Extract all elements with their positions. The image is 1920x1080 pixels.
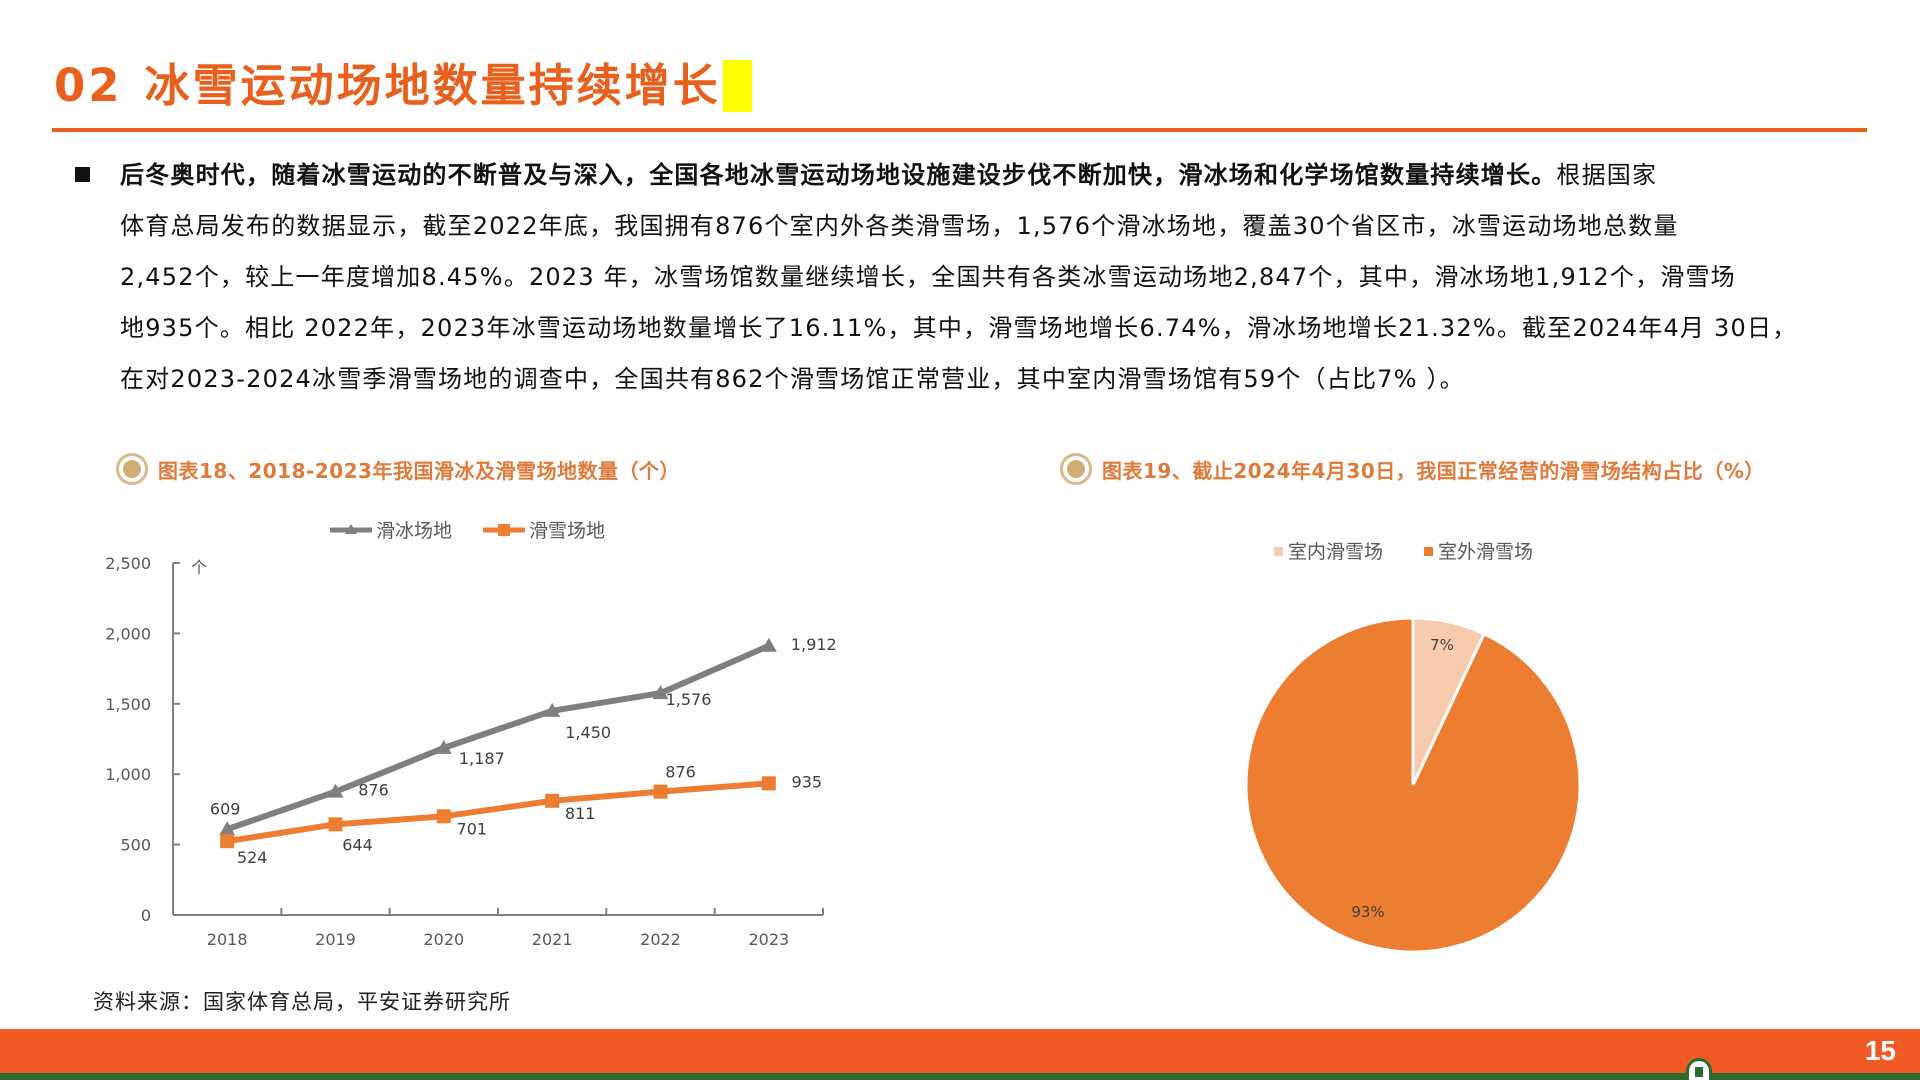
y-tick-label: 0 (141, 906, 151, 925)
page-title: 02 冰雪运动场地数量持续增长 (54, 56, 752, 116)
x-tick-label: 2023 (748, 930, 789, 949)
series-line (226, 643, 771, 833)
company-logo-icon (1686, 1058, 1712, 1080)
triangle-marker-icon (435, 739, 452, 754)
target-bullet-icon (116, 453, 148, 485)
paragraph-line-1: 后冬奥时代，随着冰雪运动的不断普及与深入，全国各地冰雪运动场地设施建设步伐不断加… (120, 161, 1658, 189)
paragraph-line-2: 体育总局发布的数据显示，截至2022年底，我国拥有876个室内外各类滑雪场，1,… (120, 212, 1679, 240)
data-label: 1,450 (565, 723, 611, 742)
triangle-marker-icon (327, 783, 344, 798)
data-label: 609 (210, 799, 241, 818)
target-bullet-icon (1060, 453, 1092, 485)
legend-label: 室内滑雪场 (1288, 541, 1383, 563)
text-cursor-highlight (722, 60, 752, 112)
footer-bar (0, 1029, 1920, 1074)
legend-label: 滑雪场地 (529, 520, 605, 542)
triangle-marker-icon (760, 637, 777, 652)
legend-swatch (1274, 547, 1283, 556)
data-label: 644 (342, 835, 373, 854)
body-paragraph: 后冬奥时代，随着冰雪运动的不断普及与深入，全国各地冰雪运动场地设施建设步伐不断加… (75, 150, 1855, 405)
y-tick-label: 1,500 (105, 695, 151, 714)
square-marker-icon (328, 817, 343, 832)
legend-label: 滑冰场地 (376, 520, 452, 542)
square-marker-icon (761, 776, 776, 791)
x-tick-label: 2018 (207, 930, 248, 949)
y-tick-label: 2,500 (105, 554, 151, 573)
data-label: 1,187 (459, 749, 505, 768)
footer-line (0, 1073, 1920, 1080)
figure-18-title: 图表18、2018-2023年我国滑冰及滑雪场地数量（个） (116, 452, 680, 486)
page-number: 15 (1864, 1035, 1896, 1066)
y-tick-label: 1,000 (105, 765, 151, 784)
section-title-text: 冰雪运动场地数量持续增长 (144, 59, 721, 112)
data-label: 935 (792, 772, 823, 791)
title-divider (52, 128, 1867, 132)
triangle-marker-icon (219, 821, 236, 836)
data-source-note: 资料来源：国家体育总局，平安证券研究所 (93, 990, 511, 1014)
pie-slice (1244, 616, 1582, 954)
triangle-marker-icon (652, 685, 669, 700)
data-label: 811 (565, 804, 596, 823)
bold-lead-sentence: 后冬奥时代，随着冰雪运动的不断普及与深入，全国各地冰雪运动场地设施建设步伐不断加… (120, 161, 1557, 189)
data-label: 1,576 (666, 690, 712, 709)
square-marker-icon (220, 834, 235, 849)
square-bullet-icon (75, 167, 90, 182)
data-label: 876 (665, 763, 696, 782)
y-tick-label: 500 (120, 836, 151, 855)
pie-label: 93% (1351, 903, 1384, 921)
data-label: 701 (457, 819, 488, 838)
y-tick-label: 2,000 (105, 624, 151, 643)
data-label: 524 (237, 848, 268, 867)
section-number: 02 (54, 59, 123, 112)
triangle-marker-icon (544, 702, 561, 717)
y-unit-label: 个 (191, 558, 207, 577)
square-marker-icon (436, 809, 451, 824)
legend-swatch (1424, 547, 1433, 556)
data-label: 1,912 (791, 635, 837, 654)
paragraph-line-5: 在对2023-2024冰雪季滑雪场地的调查中，全国共有862个滑雪场馆正常营业，… (120, 365, 1465, 393)
legend-label: 室外滑雪场 (1438, 541, 1533, 563)
x-tick-label: 2019 (315, 930, 356, 949)
square-marker-icon (653, 784, 668, 799)
paragraph-line-3: 2,452个，较上一年度增加8.45%。2023 年，冰雪场馆数量继续增长，全国… (120, 263, 1736, 291)
data-label: 876 (358, 781, 389, 800)
x-tick-label: 2022 (640, 930, 681, 949)
square-marker-icon (545, 793, 560, 808)
x-tick-label: 2020 (423, 930, 464, 949)
figure-19-title: 图表19、截止2024年4月30日，我国正常经营的滑雪场结构占比（%） (1060, 452, 1765, 486)
paragraph-line-4: 地935个。相比 2022年，2023年冰雪运动场地数量增长了16.11%，其中… (120, 314, 1798, 342)
series-line (226, 780, 770, 845)
x-tick-label: 2021 (532, 930, 573, 949)
pie-label: 7% (1430, 636, 1454, 654)
